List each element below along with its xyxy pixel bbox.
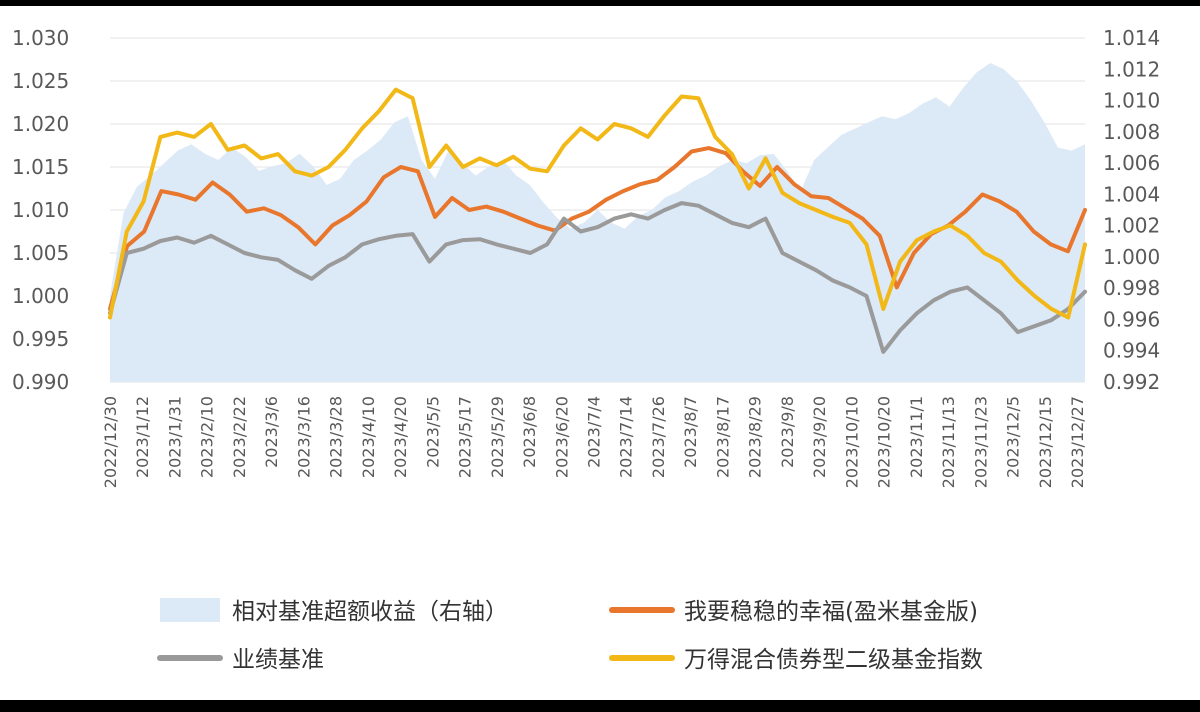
right-tick-label: 1.004 (1103, 182, 1160, 206)
x-tick-label: 2023/1/31 (166, 396, 185, 478)
series-line-2 (108, 201, 1087, 354)
x-tick-label: 2023/11/23 (971, 396, 990, 488)
left-axis: 1.030 1.025 1.020 1.015 1.010 1.005 1.000 0.995… (12, 26, 69, 394)
legend-label: 业绩基准 (232, 647, 324, 673)
left-tick-label: 0.990 (12, 370, 69, 394)
left-tick-label: 1.030 (12, 26, 69, 50)
x-tick-label: 2023/8/17 (713, 396, 732, 478)
right-tick-label: 0.998 (1103, 276, 1160, 300)
chart-frame: 1.030 1.025 1.020 1.015 1.010 1.005 1.000 0.995… (0, 6, 1200, 700)
right-tick-label: 1.010 (1103, 89, 1160, 113)
left-tick-label: 1.005 (12, 241, 69, 265)
x-tick-label: 2023/7/26 (649, 396, 668, 478)
x-tick-label: 2023/10/10 (842, 396, 861, 488)
series-area-excess-return (110, 63, 1085, 382)
x-tick-label: 2023/12/5 (1004, 396, 1023, 478)
x-tick-label: 2023/5/5 (423, 396, 442, 468)
legend-label: 相对基准超额收益（右轴） (232, 599, 508, 625)
legend-label: 我要稳稳的幸福(盈米基金版) (684, 599, 978, 625)
line-layer (108, 87, 1087, 354)
x-tick-label: 2023/12/27 (1068, 396, 1087, 488)
right-tick-label: 1.006 (1103, 151, 1160, 175)
x-tick-label: 2023/10/20 (875, 396, 894, 488)
x-tick-label: 2023/7/14 (617, 396, 636, 478)
x-tick-label: 2023/5/17 (456, 396, 475, 478)
x-tick-label: 2023/9/20 (810, 396, 829, 478)
x-tick-label: 2023/7/4 (585, 396, 604, 468)
left-tick-label: 1.010 (12, 198, 69, 222)
right-tick-label: 0.994 (1103, 339, 1160, 363)
series-line-1 (108, 146, 1087, 311)
x-tick-label: 2023/3/6 (262, 396, 281, 468)
legend-swatch-area (160, 598, 220, 622)
area-layer (110, 63, 1085, 382)
x-tick-label: 2023/4/10 (359, 396, 378, 478)
x-tick-label: 2023/8/29 (746, 396, 765, 478)
legend-label: 万得混合债券型二级基金指数 (684, 647, 983, 673)
x-tick-label: 2023/6/20 (552, 396, 571, 478)
x-tick-label: 2023/12/15 (1036, 396, 1055, 488)
line-chart: 1.030 1.025 1.020 1.015 1.010 1.005 1.000 0.995… (12, 26, 1160, 673)
legend: 相对基准超额收益（右轴） 我要稳稳的幸福(盈米基金版) 业绩基准 万得混合债券型二级基… (157, 598, 983, 673)
x-tick-label: 2023/6/8 (520, 396, 539, 468)
x-axis: 2022/12/30 2023/1/12 2023/1/31 2023/2/10 202… (101, 396, 1087, 488)
left-tick-label: 1.020 (12, 112, 69, 136)
left-tick-label: 1.015 (12, 155, 69, 179)
left-tick-label: 0.995 (12, 327, 69, 351)
right-tick-label: 1.008 (1103, 120, 1160, 144)
right-tick-label: 0.996 (1103, 307, 1160, 331)
series-line-3 (108, 87, 1087, 320)
x-tick-label: 2023/2/22 (230, 396, 249, 478)
right-tick-label: 1.002 (1103, 214, 1160, 238)
left-tick-label: 1.000 (12, 284, 69, 308)
x-tick-label: 2023/5/29 (488, 396, 507, 478)
right-tick-label: 1.014 (1103, 26, 1160, 50)
x-tick-label: 2023/9/8 (778, 396, 797, 468)
x-tick-label: 2023/3/28 (327, 396, 346, 478)
x-tick-label: 2023/11/1 (907, 396, 926, 478)
right-tick-label: 1.012 (1103, 57, 1160, 81)
right-tick-label: 0.992 (1103, 370, 1160, 394)
x-tick-label: 2023/1/12 (133, 396, 152, 478)
right-tick-label: 1.000 (1103, 245, 1160, 269)
right-axis: 1.014 1.012 1.010 1.008 1.006 1.004 1.002 1.000… (1103, 26, 1160, 394)
left-tick-label: 1.025 (12, 69, 69, 93)
x-tick-label: 2022/12/30 (101, 396, 120, 488)
x-tick-label: 2023/8/7 (681, 396, 700, 468)
x-tick-label: 2023/11/13 (939, 396, 958, 488)
x-tick-label: 2023/4/20 (391, 396, 410, 478)
x-tick-label: 2023/3/16 (294, 396, 313, 478)
x-tick-label: 2023/2/10 (198, 396, 217, 478)
